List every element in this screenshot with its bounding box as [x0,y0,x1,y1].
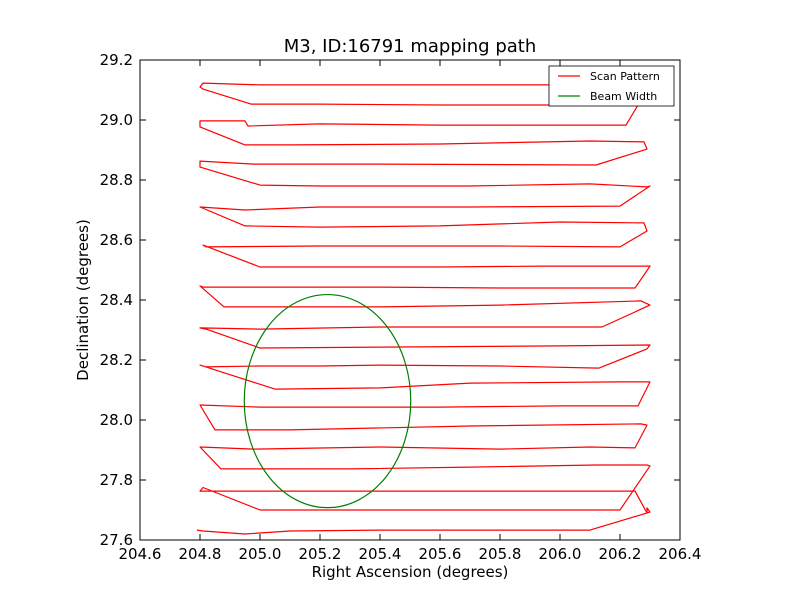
y-tick-label: 28.2 [100,351,133,369]
y-tick-label: 28.6 [100,231,133,249]
y-tick-label: 27.8 [100,471,133,489]
x-tick-label: 206.4 [659,545,702,563]
x-tick-label: 206.0 [539,545,582,563]
x-tick-label: 205.4 [359,545,402,563]
x-tick-label: 204.6 [119,545,162,563]
y-tick-label: 27.6 [100,531,133,549]
x-tick-label: 205.8 [479,545,522,563]
plot-area [140,60,680,540]
x-tick-label: 206.2 [599,545,642,563]
y-axis-label: Declination (degrees) [74,219,92,381]
legend-label-scan-pattern: Scan Pattern [590,70,660,83]
x-tick-label: 204.8 [179,545,222,563]
y-tick-label: 28.4 [100,291,133,309]
plot-frame [139,59,681,541]
x-axis-label: Right Ascension (degrees) [312,563,509,581]
y-tick-label: 28.0 [100,411,133,429]
y-tick-label: 29.0 [100,111,133,129]
legend-label-beam-width: Beam Width [590,90,657,103]
y-axis-ticks: 27.6 27.8 28.0 28.2 28.4 28.6 28.8 29.0 29.2 [100,51,680,549]
y-tick-label: 28.8 [100,171,133,189]
x-tick-label: 205.6 [419,545,462,563]
x-axis-ticks: 204.6 204.8 205.0 205.2 205.4 205.6 205.8 206.0… [119,60,702,563]
series-beam-width-circle [243,293,412,509]
x-tick-label: 205.0 [239,545,282,563]
legend: Scan Pattern Beam Width [548,65,675,107]
y-tick-label: 29.2 [100,51,133,69]
chart-title: M3, ID:16791 mapping path [284,36,537,57]
legend-box [548,65,675,107]
x-tick-label: 205.2 [299,545,342,563]
series-scan-pattern-line [196,82,651,535]
